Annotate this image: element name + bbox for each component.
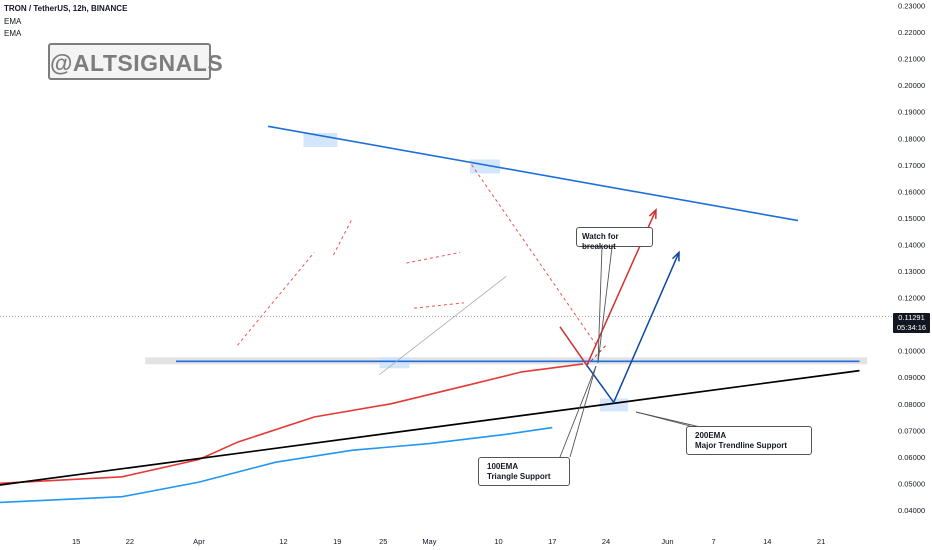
ema-legend-2[interactable]: EMA xyxy=(4,29,22,38)
flag1-upper xyxy=(332,217,354,256)
x-tick-label: 19 xyxy=(333,537,341,546)
flag2-lower xyxy=(413,302,465,309)
y-tick-label: 0.21000 xyxy=(898,55,925,64)
ema200-sublabel: Major Trendline Support xyxy=(695,441,788,450)
projection-arrows xyxy=(559,208,680,404)
x-tick-label: 17 xyxy=(548,537,556,546)
x-tick-label: Jun xyxy=(661,537,673,546)
projection-blue-arrow xyxy=(586,252,680,404)
trendlines xyxy=(0,125,860,486)
callout-pointers xyxy=(559,246,701,458)
x-tick-label: 25 xyxy=(379,537,387,546)
ema200-pointer-2 xyxy=(635,411,691,427)
y-tick-label: 0.18000 xyxy=(898,134,925,143)
descending-dashed xyxy=(471,164,599,349)
y-tick-label: 0.17000 xyxy=(898,161,925,170)
x-tick-label: 10 xyxy=(494,537,502,546)
x-tick-label: 14 xyxy=(763,537,771,546)
rising-guide xyxy=(379,275,507,375)
chart-title: TRON / TetherUS, 12h, BINANCE xyxy=(4,4,128,13)
y-tick-label: 0.09000 xyxy=(898,373,925,382)
breakout-callout: Watch for breakout xyxy=(576,227,653,251)
ema200-line xyxy=(0,363,584,485)
ema100-label: 100EMA xyxy=(487,462,519,471)
y-axis: 0.23000 0.22000 0.21000 0.20000 0.19000 0.180… xyxy=(898,2,925,515)
ema-legend-1[interactable]: EMA xyxy=(4,17,22,26)
x-tick-label: 21 xyxy=(817,537,825,546)
x-tick-label: 12 xyxy=(279,537,287,546)
bar-countdown: 05:34:16 xyxy=(896,323,927,332)
y-tick-label: 0.15000 xyxy=(898,214,925,223)
x-tick-label: 22 xyxy=(126,537,134,546)
ema100-line xyxy=(0,426,553,504)
x-tick-label: Apr xyxy=(193,537,205,546)
last-price: 0.11291 xyxy=(898,313,925,322)
y-tick-label: 0.20000 xyxy=(898,81,925,90)
y-tick-label: 0.16000 xyxy=(898,187,925,196)
y-tick-label: 0.05000 xyxy=(898,479,925,488)
y-tick-label: 0.12000 xyxy=(898,294,925,303)
y-tick-label: 0.13000 xyxy=(898,267,925,276)
y-tick-label: 0.23000 xyxy=(898,2,925,11)
projection-blue-arrow-head xyxy=(671,250,680,262)
x-tick-label: 15 xyxy=(72,537,80,546)
breakout-pointer xyxy=(597,246,613,364)
ema100-pointer xyxy=(559,365,597,458)
y-tick-label: 0.14000 xyxy=(898,240,925,249)
breakout-text: Watch for breakout xyxy=(582,232,619,251)
y-tick-label: 0.06000 xyxy=(898,453,925,462)
y-tick-label: 0.07000 xyxy=(898,426,925,435)
ema100-pointer-2 xyxy=(569,365,597,458)
y-tick-label: 0.10000 xyxy=(898,347,925,356)
x-axis: 15 22 Apr 12 19 25 May 10 17 24 Jun 7 14 21 xyxy=(72,537,825,546)
x-tick-label: 24 xyxy=(602,537,610,546)
x-tick-label: 7 xyxy=(711,537,715,546)
projection-dashed-tail xyxy=(586,344,607,366)
y-tick-label: 0.04000 xyxy=(898,506,925,515)
x-tick-label: May xyxy=(422,537,436,546)
support-highlight-zones xyxy=(145,132,868,412)
watermark-logo: @ALTSIGNALS xyxy=(48,43,223,80)
flag2-upper xyxy=(406,251,461,264)
ema100-callout: 100EMA Triangle Support xyxy=(478,457,570,486)
y-tick-label: 0.08000 xyxy=(898,400,925,409)
y-tick-label: 0.19000 xyxy=(898,108,925,117)
ema200-label: 200EMA xyxy=(695,431,727,440)
y-tick-label: 0.22000 xyxy=(898,28,925,37)
last-price-tag: 0.11291 05:34:16 xyxy=(893,313,930,333)
flag1-lower xyxy=(237,252,315,346)
breakout-pointer-2 xyxy=(597,246,603,364)
resistance-trendline xyxy=(267,125,799,222)
projection-red-arrow-head xyxy=(648,208,657,219)
support-trendline xyxy=(0,369,860,486)
ema100-sublabel: Triangle Support xyxy=(487,472,551,481)
pattern-lines xyxy=(237,164,599,375)
ema-lines xyxy=(0,363,584,504)
ema200-callout: 200EMA Major Trendline Support xyxy=(686,426,812,455)
